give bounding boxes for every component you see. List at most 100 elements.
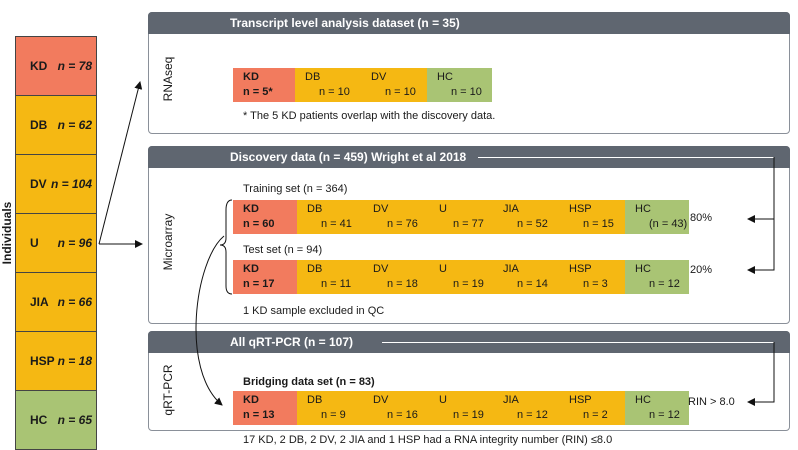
cell-count: n = 19 (453, 278, 484, 290)
individuals-db: DB n = 62 (15, 95, 97, 155)
cell-group: HC (635, 394, 651, 406)
microarray-title: Discovery data (n = 459) Wright et al 20… (230, 150, 467, 164)
qrtpcr-header-rule (382, 342, 774, 343)
rnaseq-cell-hc: HC n = 10 (427, 68, 492, 102)
cell-count: n = 16 (387, 409, 418, 421)
cell-count: n = 60 (243, 218, 275, 230)
group-name: DB (30, 118, 48, 132)
group-count: n = 78 (57, 59, 92, 73)
cell-count: n = 18 (387, 278, 418, 290)
group-count: n = 65 (57, 413, 92, 427)
cell-count: n = 10 (451, 86, 482, 98)
cell-group: KD (243, 203, 259, 215)
rnaseq-cell-db: DB n = 10 (295, 68, 361, 102)
group-count: n = 104 (50, 177, 92, 191)
cell-count: n = 14 (517, 278, 548, 290)
group-count: n = 96 (57, 236, 92, 250)
training-set-label: Training set (n = 364) (243, 183, 348, 195)
cell-group: DV (373, 203, 389, 215)
qrtpcr-title: All qRT-PCR (n = 107) (230, 335, 354, 349)
cell-group: KD (243, 263, 259, 275)
arrow-to-80 (747, 157, 775, 223)
cell-group: HC (635, 203, 651, 215)
arrow-to-rin (747, 342, 775, 406)
bridging-cell-hsp: HSP n = 2 (559, 391, 625, 425)
cell-group: HC (635, 263, 651, 275)
individuals-dv: DV n = 104 (15, 154, 97, 214)
training-cell-hc: HC (n = 43) (625, 200, 689, 234)
bridging-cell-kd: KD n = 13 (233, 391, 297, 425)
cell-group: DV (371, 71, 387, 83)
group-count: n = 66 (57, 295, 92, 309)
cell-group: HSP (569, 263, 592, 275)
cell-count: n = 52 (517, 218, 548, 230)
cell-group: HSP (569, 394, 592, 406)
rnaseq-cell-kd: KD n = 5* (233, 68, 295, 102)
rnaseq-header: Transcript level analysis dataset (n = 3… (148, 12, 790, 34)
bridging-set-label: Bridging data set (n = 83) (243, 376, 375, 388)
cell-count: n = 11 (321, 278, 352, 290)
test-cell-kd: KD n = 17 (233, 260, 297, 294)
cell-count: n = 77 (453, 218, 484, 230)
training-cell-hsp: HSP n = 15 (559, 200, 625, 234)
microarray-panel (148, 146, 790, 324)
cell-count: n = 10 (319, 86, 350, 98)
training-percent: 80% (690, 212, 713, 224)
set-brace (219, 199, 233, 295)
rin-note: 17 KD, 2 DB, 2 DV, 2 JIA and 1 HSP had a… (243, 434, 613, 446)
test-cell-hsp: HSP n = 3 (559, 260, 625, 294)
rnaseq-title: Transcript level analysis dataset (n = 3… (230, 16, 460, 30)
training-cell-jia: JIA n = 52 (493, 200, 559, 234)
bridging-cell-db: DB n = 9 (297, 391, 363, 425)
cell-group: JIA (503, 203, 519, 215)
group-name: HC (30, 413, 48, 427)
cell-group: DB (305, 71, 321, 83)
microarray-header: Discovery data (n = 459) Wright et al 20… (148, 146, 790, 168)
individuals-kd: KD n = 78 (15, 36, 97, 96)
cell-count: n = 76 (387, 218, 418, 230)
cell-group: U (439, 394, 447, 406)
cell-count: n = 10 (385, 86, 416, 98)
training-cell-db: DB n = 41 (297, 200, 363, 234)
test-cell-dv: DV n = 18 (363, 260, 429, 294)
test-cell-db: DB n = 11 (297, 260, 363, 294)
cell-group: KD (243, 394, 259, 406)
cell-group: DV (373, 394, 389, 406)
group-name: HSP (30, 354, 55, 368)
group-name: JIA (30, 295, 49, 309)
arrow-to-rnaseq (98, 81, 143, 245)
group-name: DV (30, 177, 47, 191)
bridging-cell-hc: HC n = 12 (625, 391, 689, 425)
arrow-to-qrtpcr (195, 235, 225, 406)
cell-group: DV (373, 263, 389, 275)
cell-group: JIA (503, 263, 519, 275)
cell-count: n = 19 (453, 409, 484, 421)
microarray-header-rule (478, 157, 774, 158)
cell-count: n = 5* (243, 86, 273, 98)
rnaseq-cell-dv: DV n = 10 (361, 68, 427, 102)
cell-group: JIA (503, 394, 519, 406)
cell-count: n = 12 (517, 409, 548, 421)
test-percent: 20% (690, 264, 713, 276)
cell-group: HSP (569, 203, 592, 215)
cell-group: U (439, 203, 447, 215)
cell-count: n = 3 (583, 278, 608, 290)
cell-count: n = 9 (321, 409, 346, 421)
cell-count: n = 13 (243, 409, 275, 421)
cell-count: (n = 43) (649, 218, 688, 230)
cell-count: n = 12 (649, 409, 680, 421)
group-name: U (30, 236, 39, 250)
cell-count: n = 17 (243, 278, 275, 290)
cell-count: n = 2 (583, 409, 608, 421)
cell-group: KD (243, 71, 259, 83)
test-cell-hc: HC n = 12 (625, 260, 689, 294)
cell-group: DB (307, 394, 323, 406)
bridging-cell-dv: DV n = 16 (363, 391, 429, 425)
group-count: n = 62 (57, 118, 92, 132)
cell-group: HC (437, 71, 453, 83)
